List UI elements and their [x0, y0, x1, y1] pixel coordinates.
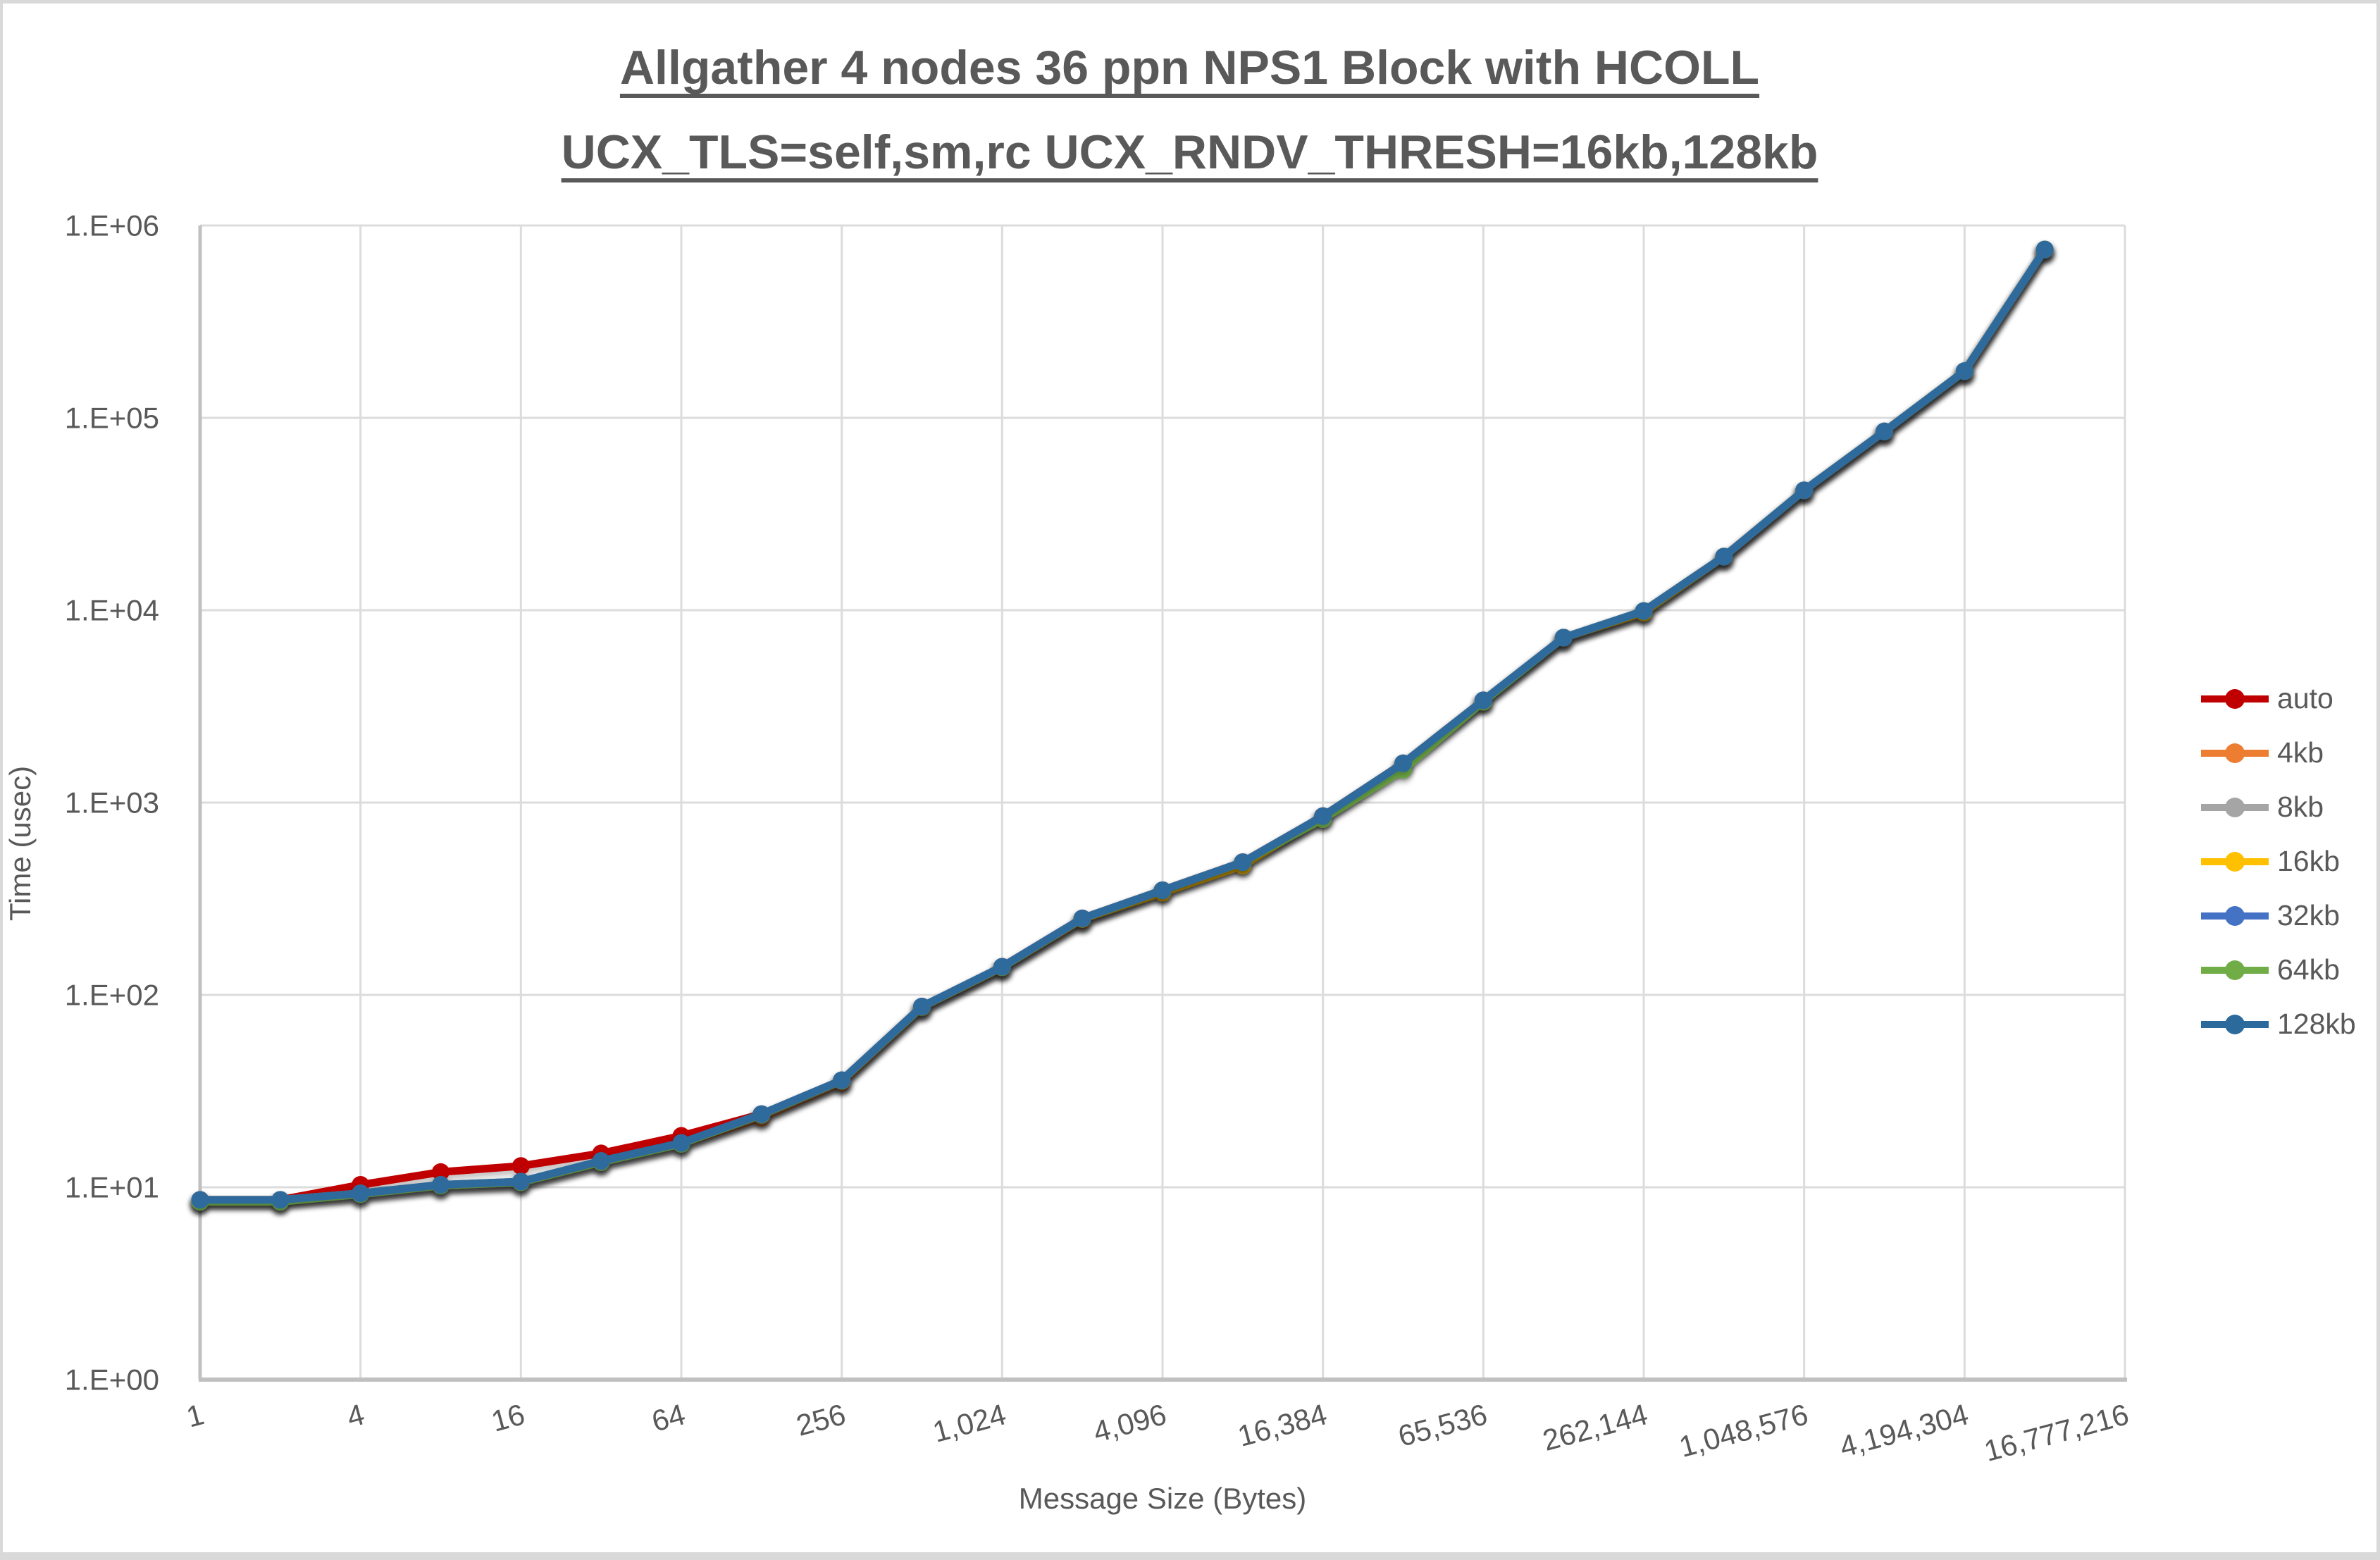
legend-swatch-64kb [2201, 960, 2269, 980]
series-128kb-marker [2035, 240, 2054, 259]
series-128kb [191, 240, 2054, 1209]
series-128kb-marker [271, 1191, 290, 1209]
legend-swatch-32kb [2201, 905, 2269, 926]
series-128kb-marker [1474, 691, 1492, 710]
series-auto-line [196, 245, 2049, 1204]
series-32kb-line [196, 245, 2049, 1204]
legend: auto 4kb 8kb 16kb 32kb 64kb 128kb [2200, 671, 2356, 1051]
x-tick-label: 65,536 [1394, 1397, 1490, 1453]
series-128kb-marker [833, 1071, 851, 1089]
series-128kb-line [196, 245, 2049, 1204]
chart-frame: Allgather 4 nodes 36 ppn NPS1 Block with… [3, 4, 2376, 1552]
x-tick-label: 64 [648, 1397, 688, 1437]
legend-item-64kb[interactable]: 64kb [2200, 943, 2356, 997]
y-tick-labels: 1.E+00 1.E+01 1.E+02 1.E+03 1.E+04 1.E+05 1.E+… [65, 209, 159, 1397]
gridlines [199, 224, 2126, 1381]
y-tick-label: 1.E+06 [65, 209, 159, 242]
legend-label: 128kb [2277, 1008, 2356, 1040]
x-tick-label: 16,777,216 [1981, 1397, 2132, 1468]
y-axis-title: Time (usec) [4, 765, 37, 922]
legend-label: 16kb [2277, 845, 2340, 877]
x-tick-label: 4,096 [1090, 1397, 1170, 1449]
series-128kb-marker [512, 1172, 530, 1191]
series-128kb-marker [1635, 602, 1653, 620]
series-8kb-line [196, 245, 2049, 1205]
series-128kb-marker [592, 1152, 610, 1170]
chart-title-line1-text: Allgather 4 nodes 36 ppn NPS1 Block with… [619, 41, 1760, 94]
x-tick-label: 4,194,304 [1836, 1397, 1972, 1463]
legend-label: 32kb [2277, 899, 2340, 931]
y-tick-label: 1.E+03 [65, 786, 159, 819]
legend-item-128kb[interactable]: 128kb [2200, 997, 2356, 1051]
x-tick-label: 1 [183, 1397, 208, 1433]
series-128kb-marker [752, 1105, 771, 1123]
y-tick-label: 1.E+01 [65, 1171, 159, 1204]
series-128kb-marker [352, 1184, 370, 1203]
series-auto-marker [432, 1163, 450, 1181]
legend-swatch-16kb [2201, 851, 2269, 872]
series-4kb [191, 240, 2054, 1210]
y-tick-label: 1.E+00 [65, 1363, 159, 1397]
x-tick-label: 1,048,576 [1675, 1397, 1811, 1463]
series-16kb-line [196, 245, 2049, 1204]
series-128kb-marker [191, 1191, 209, 1209]
legend-item-auto[interactable]: auto [2200, 671, 2356, 726]
series-128kb-marker [1234, 853, 1252, 872]
series-128kb-marker [1073, 909, 1091, 927]
legend-label: 8kb [2277, 791, 2324, 823]
series-128kb-marker [1876, 422, 1893, 440]
series-128kb-marker [1795, 481, 1814, 500]
y-tick-label: 1.E+05 [65, 402, 159, 435]
legend-swatch-128kb [2201, 1014, 2269, 1034]
series-64kb-line [196, 245, 2049, 1206]
series-32kb [191, 240, 2054, 1209]
series-128kb-marker [672, 1134, 690, 1152]
legend-swatch-auto [2201, 688, 2269, 709]
series-128kb-marker [1314, 807, 1332, 825]
series-128kb-marker [1715, 547, 1733, 566]
series-128kb-marker [1394, 754, 1412, 772]
series-auto [191, 240, 2054, 1209]
plot-area: 1.E+00 1.E+01 1.E+02 1.E+03 1.E+04 1.E+05 1.E+… [65, 209, 2133, 1468]
x-tick-label: 1,024 [929, 1397, 1010, 1449]
legend-swatch-8kb [2201, 797, 2269, 817]
y-tick-label: 1.E+02 [65, 979, 159, 1012]
series-128kb-marker [1153, 881, 1172, 899]
y-tick-label: 1.E+04 [65, 594, 159, 627]
legend-item-4kb[interactable]: 4kb [2200, 726, 2356, 780]
x-tick-label: 256 [793, 1397, 849, 1442]
series-128kb-marker [993, 958, 1011, 976]
legend-item-8kb[interactable]: 8kb [2200, 780, 2356, 834]
series-128kb-marker [432, 1175, 450, 1194]
x-tick-label: 16 [488, 1397, 528, 1437]
x-tick-labels: 1 4 16 64 256 1,024 4,096 16,384 65,536 262,144 1,… [183, 1397, 2133, 1468]
series-64kb [191, 240, 2054, 1211]
series-128kb-marker [1955, 362, 1973, 380]
legend-label: auto [2277, 682, 2333, 714]
legend-item-32kb[interactable]: 32kb [2200, 889, 2356, 943]
x-tick-label: 16,384 [1234, 1397, 1330, 1453]
x-tick-label: 4 [343, 1397, 368, 1433]
x-tick-label: 262,144 [1539, 1397, 1651, 1457]
series-128kb-marker [1554, 629, 1573, 647]
chart-title-line1: Allgather 4 nodes 36 ppn NPS1 Block with… [3, 40, 2376, 95]
legend-label: 64kb [2277, 953, 2340, 986]
x-axis-title: Message Size (Bytes) [1018, 1482, 1307, 1515]
chart-title-line2: UCX_TLS=self,sm,rc UCX_RNDV_THRESH=16kb,… [3, 125, 2376, 180]
series-128kb-marker [913, 998, 931, 1016]
chart-title-line2-text: UCX_TLS=self,sm,rc UCX_RNDV_THRESH=16kb,… [561, 125, 1818, 179]
series-4kb-line [196, 245, 2049, 1205]
legend-label: 4kb [2277, 736, 2324, 769]
legend-item-16kb[interactable]: 16kb [2200, 834, 2356, 889]
series-auto-marker [512, 1157, 530, 1175]
series-16kb [191, 240, 2054, 1209]
legend-swatch-4kb [2201, 743, 2269, 763]
series-8kb [191, 240, 2054, 1210]
